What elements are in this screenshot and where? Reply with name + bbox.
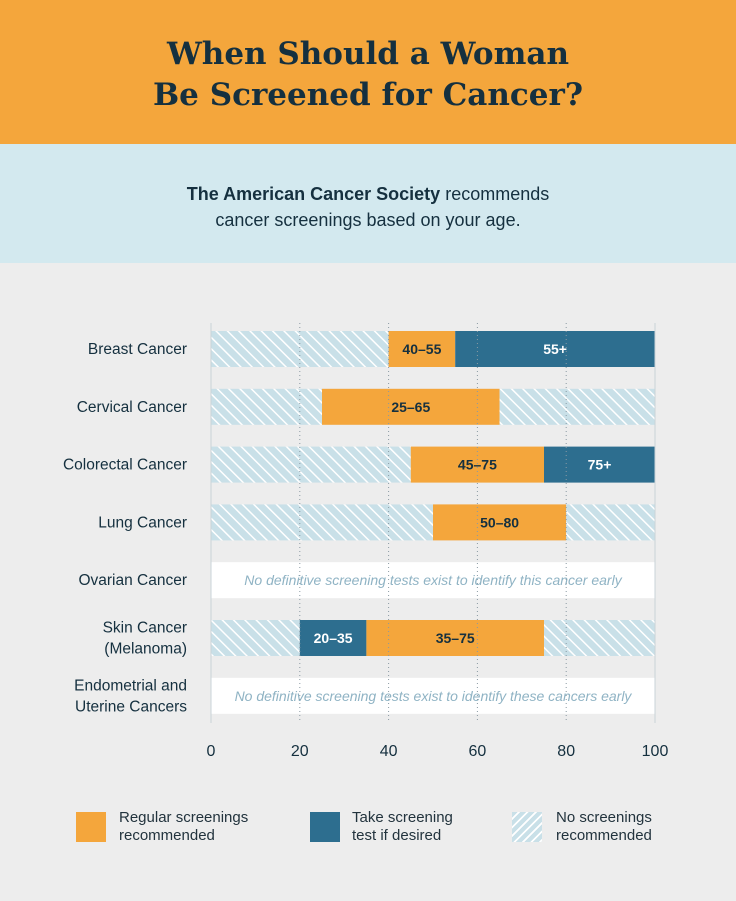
x-tick-label: 0 xyxy=(207,743,216,760)
bar-data-label: 20–35 xyxy=(314,630,353,646)
x-tick-label: 20 xyxy=(291,743,309,760)
intro-banner xyxy=(0,144,736,263)
x-tick-label: 40 xyxy=(380,743,398,760)
category-label: Ovarian Cancer xyxy=(78,572,187,589)
x-tick-label: 60 xyxy=(469,743,487,760)
intro-org: The American Cancer Society xyxy=(186,184,441,204)
screening-chart: Breast Cancer 40–55 55+ Cervical Cancer 25–6… xyxy=(63,323,669,760)
no-test-bar xyxy=(211,677,655,714)
bar-segment-regular xyxy=(388,331,456,367)
bar-data-label: 35–75 xyxy=(436,630,475,646)
bar-segment-none xyxy=(211,446,411,483)
category-label: Breast Cancer xyxy=(88,341,187,358)
bar-segment-none xyxy=(566,504,655,541)
legend-label-optional: Take screening test if desired xyxy=(352,809,453,844)
title-line-2: Be Screened for Cancer? xyxy=(152,77,584,113)
title-banner: When Should a Woman Be Screened for Canc… xyxy=(0,0,736,144)
category-label: (Melanoma) xyxy=(104,641,187,658)
bar-segment-optional xyxy=(455,331,655,367)
legend-label-none: No screenings recommended xyxy=(556,809,652,844)
bar-data-label: 75+ xyxy=(588,457,612,473)
bar-data-label: 25–65 xyxy=(391,399,430,415)
x-tick-label: 100 xyxy=(642,743,669,760)
category-label: Colorectal Cancer xyxy=(63,457,187,474)
title-line-1: When Should a Woman xyxy=(166,36,570,72)
intro-line-2: cancer screenings based on your age. xyxy=(215,210,521,230)
bar-segment-none xyxy=(211,388,322,425)
bar-segment-none xyxy=(499,388,655,425)
bar-segment-regular xyxy=(410,446,544,483)
no-test-note: No definitive screening tests exist to i… xyxy=(244,572,622,588)
bar-data-label: 55+ xyxy=(543,341,567,357)
bar-segment-none xyxy=(544,620,655,656)
category-label: Lung Cancer xyxy=(98,514,187,531)
x-tick-label: 80 xyxy=(557,743,575,760)
category-label: Skin Cancer xyxy=(103,620,187,637)
legend-label-regular: Regular screenings recommended xyxy=(119,809,249,844)
bar-data-label: 40–55 xyxy=(402,341,441,357)
no-test-bar xyxy=(211,562,655,599)
bar-segment-none xyxy=(211,620,300,656)
category-label: Cervical Cancer xyxy=(77,399,187,416)
bar-segment-optional xyxy=(544,446,655,483)
category-label: Uterine Cancers xyxy=(75,698,187,715)
bar-segment-none xyxy=(211,504,433,541)
bar-data-label: 45–75 xyxy=(458,457,497,473)
chart-area: Breast Cancer 40–55 55+ Cervical Cancer 25–6… xyxy=(0,263,736,901)
legend-swatch-optional xyxy=(310,812,340,842)
legend-swatch-none xyxy=(512,812,542,842)
no-test-note: No definitive screening tests exist to i… xyxy=(235,688,633,704)
bar-segment-optional xyxy=(299,620,367,656)
category-label: Endometrial and xyxy=(74,677,187,694)
bar-data-label: 50–80 xyxy=(480,514,519,530)
legend-swatch-regular xyxy=(76,812,106,842)
bar-segment-regular xyxy=(433,504,567,541)
page-title: When Should a Woman Be Screened for Canc… xyxy=(0,34,736,116)
bar-segment-none xyxy=(211,331,389,367)
bar-segment-regular xyxy=(366,620,544,656)
intro-rest: recommends xyxy=(445,184,550,204)
intro-text: The American Cancer Society recommends c… xyxy=(0,181,736,233)
bar-segment-regular xyxy=(322,388,500,425)
